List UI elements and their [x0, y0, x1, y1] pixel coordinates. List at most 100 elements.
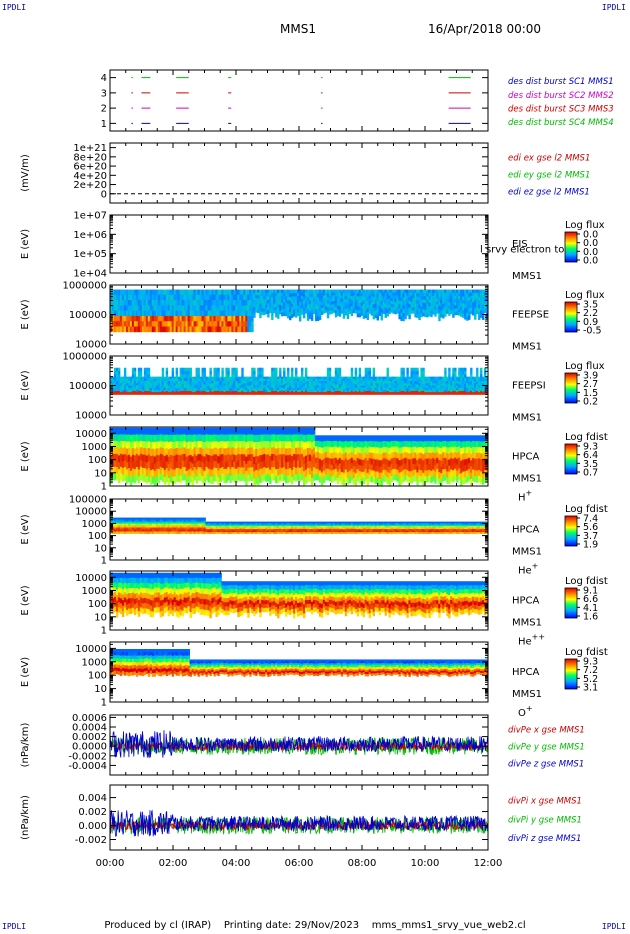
footer-printing-date: Printing date: 29/Nov/2023 — [223, 920, 360, 931]
panel-eis: 1e+04 1e+05 1e+06 1e+07 E (eV) EIS MMS1 l srvy … — [20, 211, 605, 282]
y-tick-label: 10 — [94, 612, 107, 623]
colorbar-tick-label: 2.2 — [583, 308, 598, 319]
legend-entry: edi ez gse l2 MMS1 — [508, 188, 590, 198]
date-title: 16/Apr/2018 00:00 — [428, 22, 542, 36]
footer-file: mms_mms1_srvy_vue_web2.cl — [371, 920, 526, 931]
colorbar-tick-label: 5.6 — [583, 522, 598, 533]
colorbar — [564, 372, 578, 404]
y-axis-label: E (eV) — [20, 585, 31, 615]
panel-feepse: 10000 100000 1000000 E (eV) FEEPSE MMS1 Log fl… — [20, 281, 605, 353]
instrument-label: FEEPSI — [512, 380, 546, 391]
legend-entry: divPi y gse MMS1 — [508, 815, 582, 825]
y-tick-label: 10 — [94, 684, 107, 695]
heatmap-hpca_he — [110, 517, 489, 534]
y-axis-label: E (eV) — [20, 514, 31, 544]
colorbar-title: Log flux — [565, 290, 605, 301]
legend-entry: divPe y gse MMS1 — [508, 743, 585, 753]
colorbar-tick-label: -0.5 — [583, 326, 602, 337]
y-tick-label: 1 — [101, 556, 107, 567]
colorbar — [564, 443, 578, 475]
y-axis-label: E (eV) — [20, 370, 31, 400]
instrument-spacecraft: MMS1 — [512, 689, 542, 700]
y-tick-label: 10000 — [75, 507, 107, 518]
colorbar-tick-label: 5.2 — [583, 674, 598, 685]
colorbar-tick-label: 0.9 — [583, 317, 598, 328]
y-tick-label: 1000 — [82, 442, 107, 453]
panel-hpca_h: 1 10 100 1000 10000 E (eV) HPCA MMS1 H+ Log fdist… — [20, 426, 608, 503]
heatmap-hpca_h — [110, 427, 489, 487]
burst-intervals — [131, 77, 471, 124]
y-axis-label: E (eV) — [20, 299, 31, 329]
y-tick-label: 1000 — [82, 586, 107, 597]
footer: Produced by cl (IRAP) Printing date: 29/… — [0, 920, 630, 931]
colorbar-title: Log fdist — [565, 432, 608, 443]
x-tick-label: 02:00 — [159, 858, 188, 869]
instrument-label: HPCA — [512, 595, 540, 606]
y-tick-label: 2e+20 — [73, 180, 107, 191]
y-tick-label: 1 — [101, 626, 107, 637]
species-label: He+ — [518, 562, 538, 577]
instrument-spacecraft: MMS1 — [512, 617, 542, 628]
y-axis-label: E (eV) — [20, 657, 31, 687]
colorbar-title: Log fdist — [565, 504, 608, 515]
y-tick-label: 6e+20 — [73, 162, 107, 173]
colorbar-tick-label: 3.7 — [583, 531, 598, 542]
colorbar-tick-label: 6.6 — [583, 594, 598, 605]
x-tick-label: 04:00 — [222, 858, 251, 869]
y-tick-label: 10 — [94, 468, 107, 479]
y-tick-label: 10 — [94, 543, 107, 554]
colorbar-tick-label: 0.2 — [583, 397, 598, 408]
legend-entry: des dist burst SC3 MMS3 — [508, 104, 614, 114]
y-axis-label: (nPa/km) — [20, 723, 31, 768]
y-tick-label: 100000 — [69, 310, 107, 321]
colorbar-tick-label: 6.4 — [583, 450, 598, 461]
panel-burst: 1 2 3 4 des dist burst SC1 MMS1 des dist burs… — [101, 69, 614, 132]
series-blue — [109, 809, 488, 838]
panel-frame — [109, 214, 489, 274]
instrument-label: HPCA — [512, 667, 540, 678]
species-label: O+ — [518, 704, 533, 719]
instrument-spacecraft: MMS1 — [512, 271, 542, 282]
series-blue — [109, 730, 488, 759]
instrument-spacecraft: MMS1 — [512, 341, 542, 352]
legend-entry: divPe x gse MMS1 — [508, 725, 585, 735]
y-tick-label: 1 — [101, 482, 107, 493]
legend-entry: des dist burst SC4 MMS4 — [508, 118, 614, 128]
y-axis-label: (mV/m) — [20, 154, 31, 192]
y-tick-label: 1000 — [82, 519, 107, 530]
y-tick-label: 3 — [101, 88, 107, 99]
corner-tag-top-left: IPDLI — [2, 3, 27, 12]
y-axis-label: E (eV) — [20, 441, 31, 471]
y-tick-label: 1e+07 — [73, 211, 107, 222]
spacecraft-title: MMS1 — [280, 22, 316, 36]
y-tick-label: 8e+20 — [73, 152, 107, 163]
legend-entry: edi ey gse l2 MMS1 — [508, 171, 590, 181]
x-axis: 00:00 02:00 04:00 06:00 08:00 10:00 12:00 — [96, 858, 503, 869]
instrument-spacecraft: MMS1 — [512, 412, 542, 423]
heatmap-hpca_o — [110, 649, 489, 677]
y-tick-label: 10000 — [75, 644, 107, 655]
y-tick-label: 0.000 — [78, 821, 107, 832]
colorbar — [564, 301, 578, 333]
y-tick-label: 100 — [88, 599, 107, 610]
y-tick-label: 100 — [88, 531, 107, 542]
y-tick-label: 1e+21 — [73, 143, 107, 154]
colorbar-tick-label: 3.1 — [583, 683, 598, 694]
panel-hpca_hepp: 1 10 100 1000 10000 E (eV) HPCA MMS1 He++ Log fdi… — [20, 570, 608, 647]
legend-entry: des dist burst SC1 MMS1 — [508, 77, 614, 87]
colorbar-tick-label: 9.1 — [583, 586, 598, 597]
y-tick-label: 4e+20 — [73, 171, 107, 182]
x-tick-label: 08:00 — [348, 858, 377, 869]
corner-tag-bottom-right: IPDLI — [601, 922, 626, 931]
y-tick-label: 0.0006 — [72, 713, 107, 724]
y-tick-label: 10000 — [75, 429, 107, 440]
y-tick-label: 100 — [88, 455, 107, 466]
y-axis-label: (nPa/km) — [20, 795, 31, 840]
y-tick-label: 1000000 — [62, 352, 107, 363]
y-tick-label: 100000 — [69, 495, 107, 506]
x-tick-label: 10:00 — [411, 858, 440, 869]
y-tick-label: 1e+04 — [73, 269, 107, 280]
